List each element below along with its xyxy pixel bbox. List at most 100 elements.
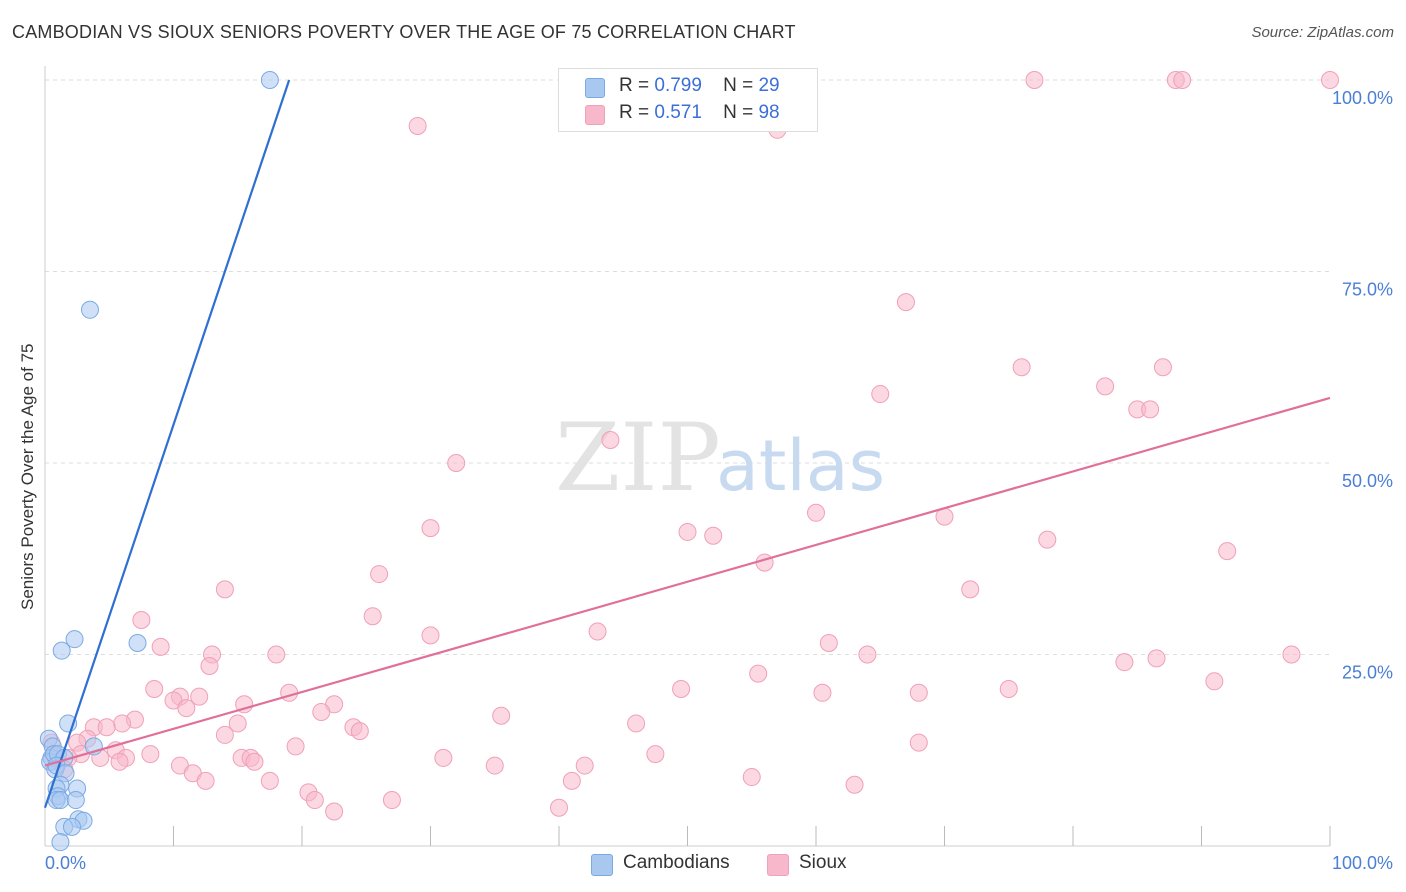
data-point-sioux (215, 725, 234, 744)
n-label: N = (723, 102, 754, 123)
data-point-sioux (447, 454, 466, 472)
data-point-sioux (141, 745, 160, 764)
data-point-sioux (742, 768, 761, 787)
data-point-sioux (749, 664, 768, 683)
data-point-sioux (305, 791, 324, 810)
stats-text-cambodians: R = 0.799 N = 29 (619, 75, 780, 97)
data-point-sioux (588, 622, 607, 641)
watermark-zip: ZIP (555, 404, 721, 513)
data-point-sioux (755, 553, 774, 572)
data-point-sioux (562, 771, 581, 790)
data-point-sioux (235, 695, 254, 714)
data-point-sioux (813, 683, 832, 702)
y-tick-label: 50.0% (1342, 471, 1393, 491)
data-point-sioux (267, 645, 286, 664)
cambodians-swatch (585, 78, 605, 98)
data-point-sioux (871, 385, 890, 404)
data-point-cambodians (260, 71, 279, 89)
trend-lines (43, 79, 1331, 809)
data-point-sioux (382, 791, 401, 810)
data-point-sioux (646, 745, 665, 764)
data-point-sioux (200, 656, 219, 675)
y-axis-label: Seniors Poverty Over the Age of 75 (18, 343, 37, 610)
watermark-atlas: atlas (716, 425, 885, 507)
data-point-sioux (1025, 71, 1044, 89)
data-point-sioux (215, 580, 234, 599)
data-point-cambodians (80, 300, 99, 319)
gridlines (45, 79, 1330, 655)
data-point-cambodians (128, 634, 147, 653)
data-point-sioux (350, 722, 369, 741)
data-point-sioux (909, 683, 928, 702)
data-point-sioux (1038, 530, 1057, 549)
data-point-sioux (421, 519, 440, 538)
watermark: ZIP atlas (555, 404, 885, 513)
data-point-sioux (858, 645, 877, 664)
y-tick-label: 100.0% (1332, 88, 1393, 108)
trend-line-cambodians (43, 79, 291, 809)
r-label: R = (619, 102, 650, 123)
data-point-sioux (1321, 71, 1339, 89)
data-point-cambodians (66, 791, 85, 810)
data-point-sioux (678, 522, 697, 541)
data-point-sioux (627, 714, 646, 733)
data-point-sioux (312, 702, 331, 721)
data-point-sioux (370, 565, 389, 584)
data-point-sioux (492, 706, 511, 725)
data-point-sioux (151, 637, 170, 656)
data-point-sioux (97, 718, 116, 737)
data-point-cambodians (65, 630, 84, 649)
data-point-sioux (434, 748, 453, 767)
data-point-sioux (245, 752, 264, 771)
chart-title: CAMBODIAN VS SIOUX SENIORS POVERTY OVER … (12, 22, 796, 42)
data-point-cambodians (52, 641, 71, 660)
data-point-sioux (421, 626, 440, 645)
data-point-sioux (1147, 649, 1166, 668)
data-point-sioux (363, 607, 382, 626)
stats-legend: R = 0.799 N = 29 R = 0.571 N = 98 (558, 68, 818, 132)
data-point-sioux (196, 771, 215, 790)
x-tick-label: 100.0% (1332, 853, 1393, 873)
data-point-sioux (896, 293, 915, 312)
data-points (39, 71, 1339, 852)
axes (44, 66, 1331, 847)
tick-labels: 25.0% 50.0% 75.0% 100.0% 0.0% 100.0% (45, 88, 1393, 873)
data-point-sioux (550, 798, 568, 817)
data-point-sioux (1153, 358, 1172, 377)
data-point-sioux (961, 580, 980, 599)
data-point-sioux (672, 679, 691, 698)
series-legend: Cambodians Sioux (0, 852, 1406, 880)
r-value-sioux: 0.571 (654, 102, 702, 123)
data-point-sioux (113, 714, 132, 733)
data-point-sioux (1205, 672, 1224, 691)
n-value-sioux: 98 (758, 102, 780, 123)
y-tick-label: 75.0% (1342, 280, 1393, 300)
data-point-sioux (1115, 653, 1134, 672)
data-point-cambodians (51, 833, 70, 852)
data-point-sioux (807, 503, 825, 522)
data-point-cambodians (51, 791, 70, 810)
data-point-sioux (1012, 358, 1031, 377)
sioux-legend-swatch (767, 854, 789, 876)
cambodians-legend-swatch (591, 854, 613, 876)
data-point-sioux (325, 802, 344, 821)
x-tick-label: 0.0% (45, 853, 86, 873)
data-point-sioux (280, 683, 299, 702)
data-point-sioux (190, 687, 209, 706)
data-point-cambodians (62, 817, 81, 836)
data-point-sioux (845, 775, 864, 794)
n-value-cambodians: 29 (758, 75, 780, 96)
data-point-sioux (408, 116, 427, 135)
data-point-sioux (999, 679, 1018, 698)
data-point-sioux (177, 699, 196, 718)
data-point-sioux (909, 733, 928, 752)
data-point-sioux (132, 611, 151, 630)
legend-label-sioux: Sioux (799, 852, 847, 873)
data-point-sioux (1096, 377, 1115, 396)
data-point-sioux (819, 634, 838, 653)
n-label: N = (723, 75, 754, 96)
data-point-sioux (286, 737, 305, 756)
r-value-cambodians: 0.799 (654, 75, 702, 96)
stats-text-sioux: R = 0.571 N = 98 (619, 102, 780, 124)
source-label: Source: ZipAtlas.com (1251, 24, 1394, 41)
